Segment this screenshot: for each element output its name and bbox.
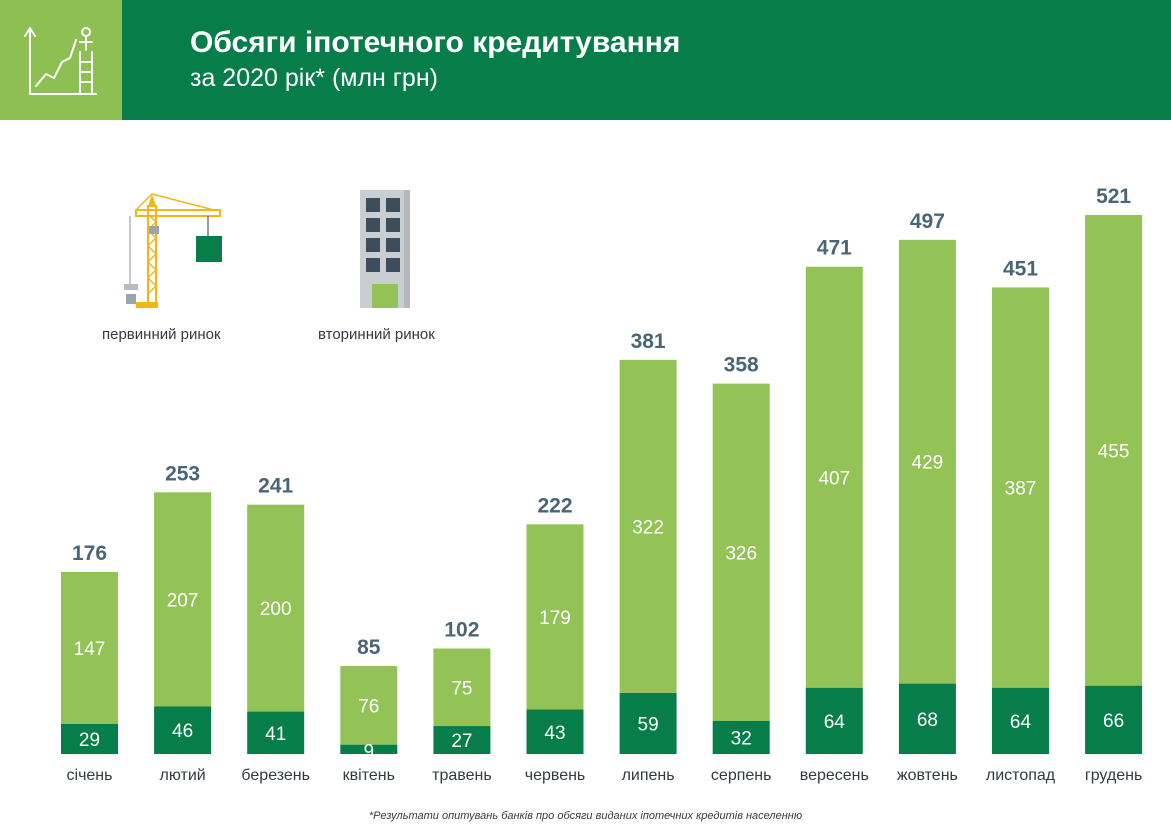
bar-secondary: [247, 504, 305, 712]
data-label-primary: 68: [917, 710, 938, 731]
total-label: 102: [444, 618, 479, 641]
category-label: квітень: [343, 767, 395, 784]
data-label-secondary: 455: [1098, 441, 1130, 462]
footnote: *Результати опитувань банків про обсяги …: [368, 810, 803, 822]
bar-primary: [992, 687, 1049, 754]
total-label: 451: [1003, 257, 1038, 280]
data-label-secondary: 200: [260, 599, 292, 620]
data-label-primary: 59: [638, 714, 659, 735]
category-label: червень: [525, 767, 586, 784]
icon-box: [0, 0, 122, 120]
total-label: 497: [910, 210, 945, 233]
data-label-primary: 64: [1010, 712, 1032, 733]
total-label: 253: [165, 462, 200, 485]
total-label: 471: [817, 237, 852, 260]
bar-secondary: [805, 266, 863, 688]
legend-label-secondary: вторинний ринок: [318, 326, 435, 343]
bar-primary: [154, 706, 212, 754]
bar-secondary: [526, 524, 584, 710]
legend-label-primary: первинний ринок: [102, 326, 221, 343]
data-label-secondary: 147: [74, 639, 106, 660]
data-label-primary: 29: [79, 730, 100, 751]
bar-secondary: [712, 383, 770, 721]
bar-primary: [340, 744, 398, 754]
data-label-secondary: 75: [451, 678, 472, 699]
category-label: лютий: [160, 767, 206, 784]
page-title: Обсяги іпотечного кредитування: [190, 26, 681, 59]
page-subtitle: за 2020 рік* (млн грн): [190, 64, 438, 92]
category-label: серпень: [711, 767, 772, 784]
data-label-secondary: 76: [358, 696, 379, 717]
data-label-primary: 66: [1103, 711, 1124, 732]
category-label: грудень: [1085, 767, 1142, 784]
data-label-primary: 41: [265, 724, 286, 745]
total-label: 381: [631, 330, 666, 353]
bar-primary: [1085, 685, 1143, 754]
bar-primary: [526, 709, 584, 754]
bar-secondary: [1085, 215, 1143, 686]
bar-primary: [898, 683, 956, 754]
category-label: січень: [67, 767, 113, 784]
data-label-primary: 43: [544, 723, 565, 744]
data-label-secondary: 207: [167, 590, 199, 611]
bar-secondary: [433, 648, 491, 727]
bar-secondary: [992, 287, 1049, 688]
category-label: липень: [622, 767, 675, 784]
data-label-primary: 46: [172, 721, 193, 742]
data-label-primary: 9: [364, 742, 375, 763]
bar-primary: [805, 687, 863, 754]
data-label-secondary: 322: [632, 517, 664, 538]
data-label-primary: 64: [824, 712, 846, 733]
total-label: 176: [72, 542, 107, 565]
total-label: 521: [1096, 185, 1131, 208]
category-label: березень: [241, 767, 310, 784]
bar-secondary: [619, 359, 677, 693]
category-label: жовтень: [897, 767, 958, 784]
data-label-secondary: 407: [818, 468, 850, 489]
total-label: 241: [258, 475, 293, 498]
category-label: вересень: [800, 767, 869, 784]
total-label: 358: [724, 354, 759, 377]
data-label-secondary: 387: [1005, 479, 1037, 500]
data-label-secondary: 429: [912, 453, 944, 474]
total-label: 85: [357, 636, 381, 659]
bar-primary: [61, 723, 118, 754]
data-label-secondary: 179: [539, 608, 571, 629]
data-label-primary: 32: [731, 728, 752, 749]
data-label-secondary: 326: [725, 543, 757, 564]
data-label-primary: 27: [451, 731, 472, 752]
category-label: травень: [432, 767, 492, 784]
bar-secondary: [340, 666, 398, 745]
bar-secondary: [154, 492, 212, 707]
total-label: 222: [537, 494, 572, 517]
growth-chart-ladder-icon: [24, 27, 97, 95]
bar-secondary: [61, 571, 118, 724]
header-banner: Обсяги іпотечного кредитування за 2020 р…: [0, 0, 1171, 120]
category-label: листопад: [986, 767, 1056, 784]
bar-secondary: [898, 239, 956, 684]
bar-primary: [712, 720, 770, 754]
bar-primary: [619, 692, 677, 754]
bar-primary: [247, 711, 305, 754]
bar-primary: [433, 726, 491, 754]
